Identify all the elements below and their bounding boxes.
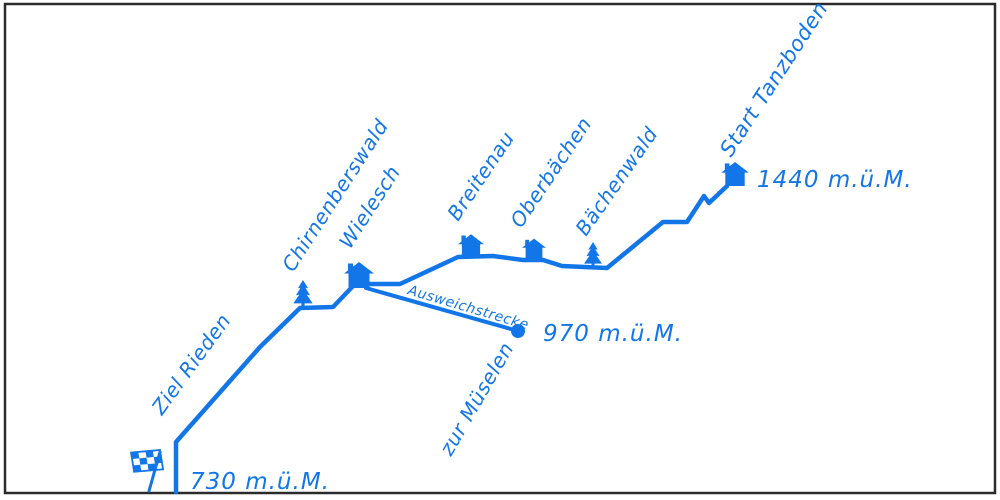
main-route-line [173,183,730,495]
diagram-border [3,2,997,495]
elevation-label-ziel: 730 m.ü.M. [190,469,330,495]
waypoint-dot [511,324,525,338]
finish-flag-icon [130,449,165,493]
elevation-label-start: 1440 m.ü.M. [757,167,913,193]
elevation-label-mueselen: 970 m.ü.M. [543,321,683,347]
branch-route-line [364,286,520,333]
